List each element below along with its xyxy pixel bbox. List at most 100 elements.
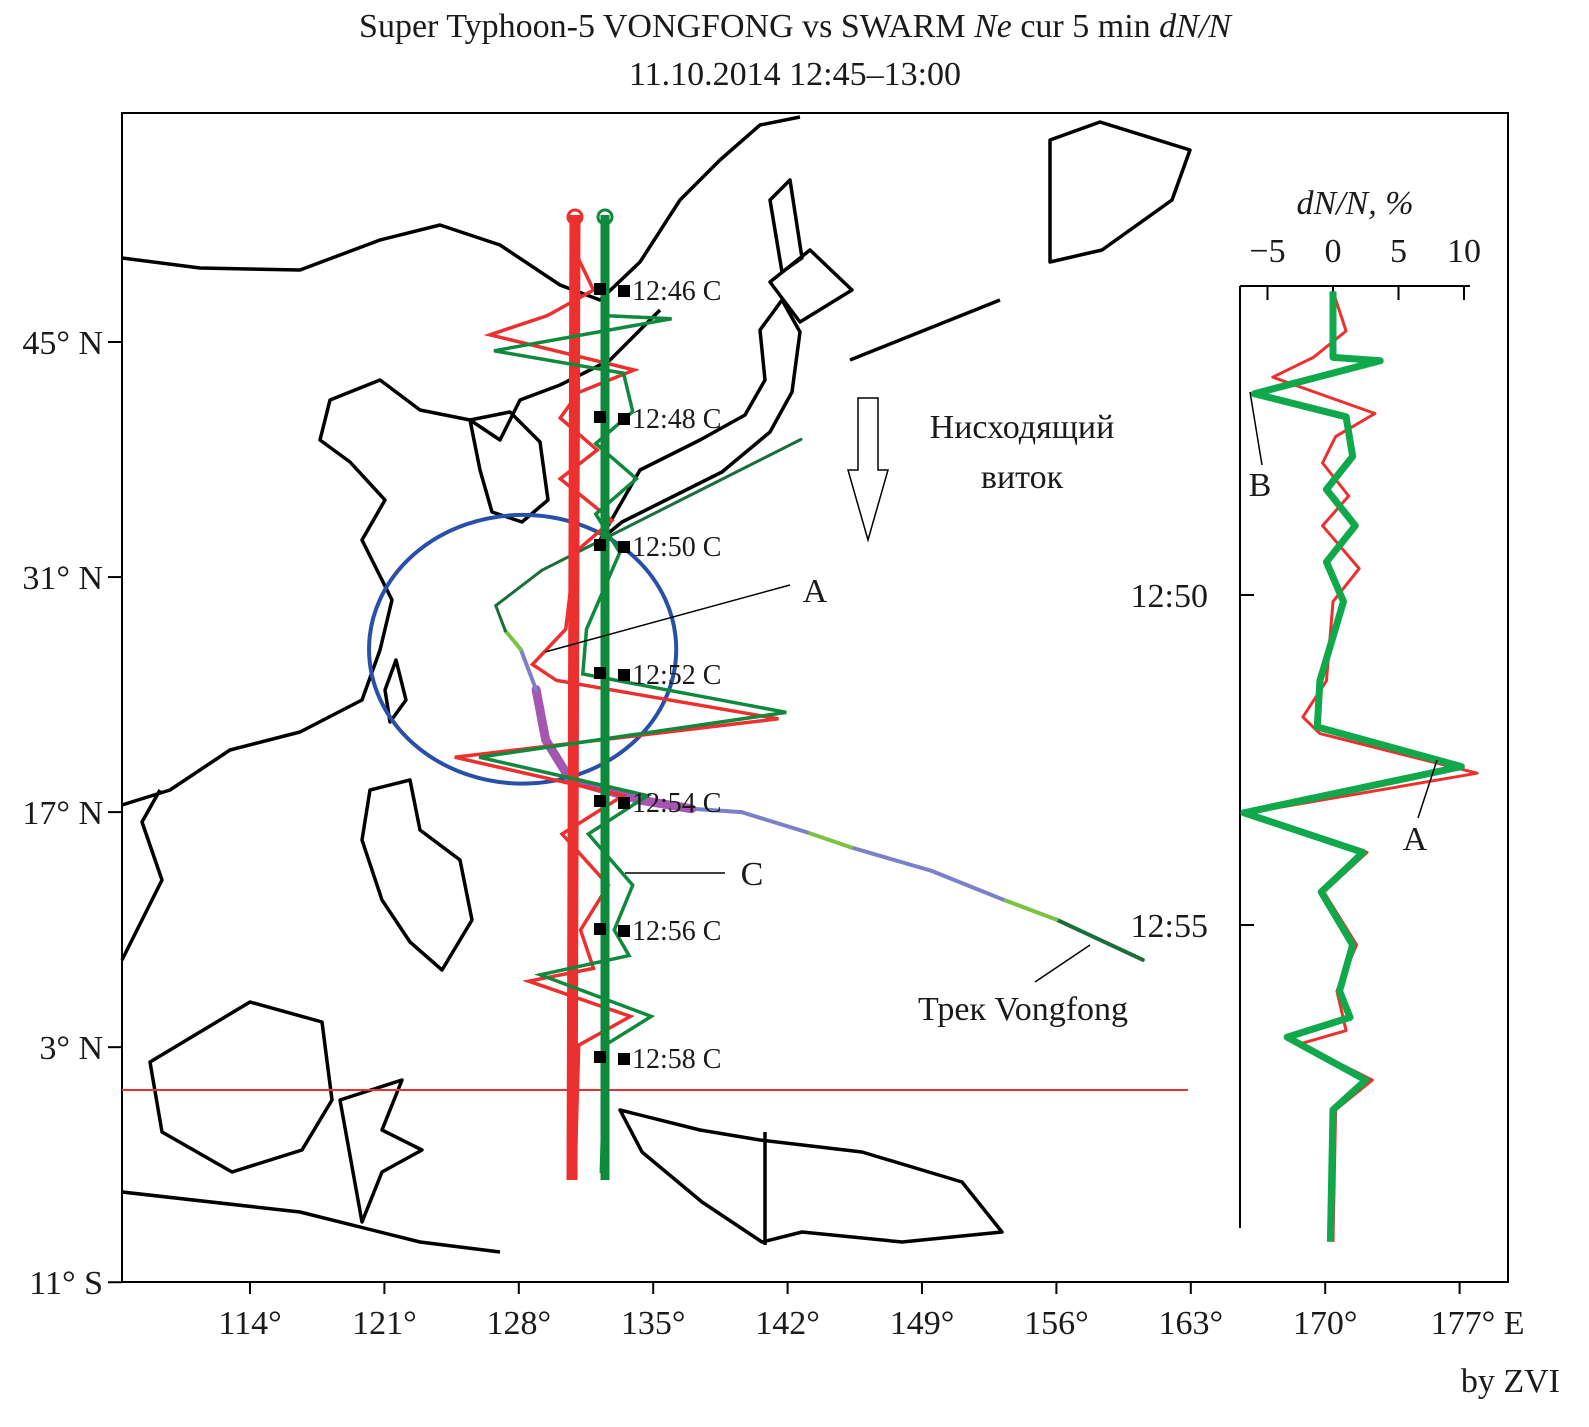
coastline-borneo bbox=[148, 1000, 334, 1174]
typhoon-track-segment bbox=[1000, 897, 1059, 922]
inset-x-tick-label: 0 bbox=[1325, 233, 1342, 270]
time-marker-label: 12:56 C bbox=[632, 916, 721, 947]
inset-annotation-b: B bbox=[1249, 467, 1272, 504]
coastlines bbox=[120, 115, 1192, 1254]
inset-x-tick-label: −5 bbox=[1249, 233, 1285, 270]
inset-series-green bbox=[1240, 291, 1465, 1242]
orbit-label-line-2: виток bbox=[981, 459, 1064, 496]
down-arrow-icon bbox=[847, 397, 889, 543]
latitude-axis: 45° N 31° N 17° N 3° N 11° S bbox=[22, 325, 122, 1302]
time-marker-label: 12:58 C bbox=[632, 1044, 721, 1075]
lon-tick-label: 149° bbox=[890, 1305, 955, 1342]
time-marker-square bbox=[618, 669, 630, 681]
annotation-a: A bbox=[803, 573, 828, 610]
coastline-new-guinea bbox=[618, 1108, 1004, 1244]
coastline-hokkaido bbox=[768, 248, 854, 324]
lat-tick-label: 3° N bbox=[39, 1030, 103, 1067]
typhoon-track-segment bbox=[531, 685, 551, 745]
map-dn-n-trace-green bbox=[478, 251, 787, 1174]
inset-x-tick-label: 10 bbox=[1447, 233, 1481, 270]
time-marker-square bbox=[594, 795, 606, 807]
typhoon-track-segment bbox=[804, 830, 853, 850]
lon-tick-label: 135° bbox=[621, 1305, 686, 1342]
typhoon-track-segment bbox=[929, 868, 1005, 902]
time-marker-square bbox=[594, 923, 606, 935]
annotation-a-inset-leader bbox=[1417, 759, 1438, 819]
inset-series-red bbox=[1246, 290, 1479, 1242]
time-markers: 12:46 C 12:48 C 12:50 C 12:52 C 12:54 C 12:56… bbox=[594, 276, 721, 1075]
annotation-a-leader bbox=[544, 584, 791, 653]
lon-tick-label: 121° bbox=[352, 1305, 417, 1342]
time-marker-square bbox=[618, 925, 630, 937]
typhoon-zone-circle bbox=[367, 512, 679, 786]
longitude-axis: 114° 121° 128° 135° 142° 149° 156° 163° 170° 177°… bbox=[218, 1282, 1525, 1342]
time-marker-square bbox=[594, 1051, 606, 1063]
annotation-b-leader bbox=[1249, 391, 1263, 466]
track-label: Трек Vongfong bbox=[918, 991, 1128, 1028]
time-marker-square bbox=[618, 541, 630, 553]
satellite-track-red bbox=[566, 214, 581, 1181]
lon-tick-label: 156° bbox=[1024, 1305, 1089, 1342]
coastline-japan bbox=[598, 298, 802, 542]
coastline-sulawesi bbox=[338, 1078, 424, 1224]
typhoon-track-segment bbox=[848, 845, 934, 873]
coastline-korea bbox=[468, 410, 550, 524]
inset-y-tick-label: 12:50 bbox=[1131, 578, 1208, 615]
typhoon-track-segment bbox=[518, 647, 539, 692]
inset-x-tick-label: 5 bbox=[1390, 233, 1407, 270]
lon-tick-label: 114° bbox=[218, 1305, 281, 1342]
title-line-2: 11.10.2014 12:45–13:00 bbox=[629, 56, 961, 93]
coastline-sakhalin bbox=[768, 178, 804, 274]
lat-tick-label: 31° N bbox=[22, 560, 103, 597]
typhoon-zone-circle-shape bbox=[367, 512, 679, 786]
lat-tick-label: 11° S bbox=[29, 1265, 103, 1302]
dn-n-inset-chart: dN/N, % −5 0 5 10 12:50 12:55 B A bbox=[1131, 185, 1481, 1242]
coastline-siberia bbox=[121, 115, 801, 302]
time-marker-square bbox=[618, 413, 630, 425]
inset-y-tick-label: 12:55 bbox=[1131, 908, 1208, 945]
inset-xlabel: dN/N, % bbox=[1296, 185, 1413, 222]
time-marker-square bbox=[618, 285, 630, 297]
coastline-java bbox=[121, 1190, 501, 1254]
typhoon-track-segment bbox=[494, 604, 507, 633]
time-marker-label: 12:54 C bbox=[632, 788, 721, 819]
typhoon-track-segment bbox=[689, 806, 744, 815]
typhoon-track-segment bbox=[494, 568, 544, 608]
lat-tick-label: 45° N bbox=[22, 325, 103, 362]
lon-tick-label: 142° bbox=[755, 1305, 820, 1342]
credit: by ZVI bbox=[1461, 1363, 1560, 1400]
track-start-marker bbox=[596, 208, 614, 226]
typhoon-track-segment bbox=[599, 488, 703, 542]
typhoon-track-segment bbox=[503, 628, 523, 652]
coastline-philippines bbox=[360, 778, 474, 972]
time-marker-square bbox=[594, 411, 606, 423]
time-marker-label: 12:50 C bbox=[632, 532, 721, 563]
lon-tick-label: 163° bbox=[1158, 1305, 1223, 1342]
time-marker-label: 12:48 C bbox=[632, 404, 721, 435]
lon-tick-label: 177° E bbox=[1431, 1305, 1525, 1342]
time-marker-label: 12:46 C bbox=[632, 276, 721, 307]
title-line-1: Super Typhoon-5 VONGFONG vs SWARM Ne cur… bbox=[359, 8, 1233, 45]
typhoon-track-segment bbox=[1054, 917, 1145, 962]
time-marker-square bbox=[594, 667, 606, 679]
orbit-label-line-1: Нисходящий bbox=[930, 409, 1115, 446]
typhoon-track bbox=[494, 437, 1145, 962]
typhoon-track-segment bbox=[739, 810, 809, 835]
lat-tick-label: 17° N bbox=[22, 795, 103, 832]
typhoon-track-segment bbox=[699, 437, 803, 492]
inset-annotation-a: A bbox=[1403, 821, 1428, 858]
typhoon-track-segment bbox=[637, 795, 697, 814]
annotation-c: C bbox=[741, 856, 764, 893]
map-dn-n-trace-red bbox=[454, 250, 779, 1174]
time-marker-square bbox=[618, 797, 630, 809]
lon-tick-label: 170° bbox=[1293, 1305, 1358, 1342]
coastline-china bbox=[121, 308, 662, 807]
time-marker-square bbox=[594, 539, 606, 551]
coastline-vietnam bbox=[120, 789, 164, 961]
coastline-aleutian bbox=[849, 298, 1001, 362]
track-label-leader bbox=[1034, 944, 1091, 983]
time-marker-square bbox=[618, 1053, 630, 1065]
track-start-marker bbox=[566, 208, 584, 226]
coastline-kamchatka bbox=[1048, 120, 1192, 264]
